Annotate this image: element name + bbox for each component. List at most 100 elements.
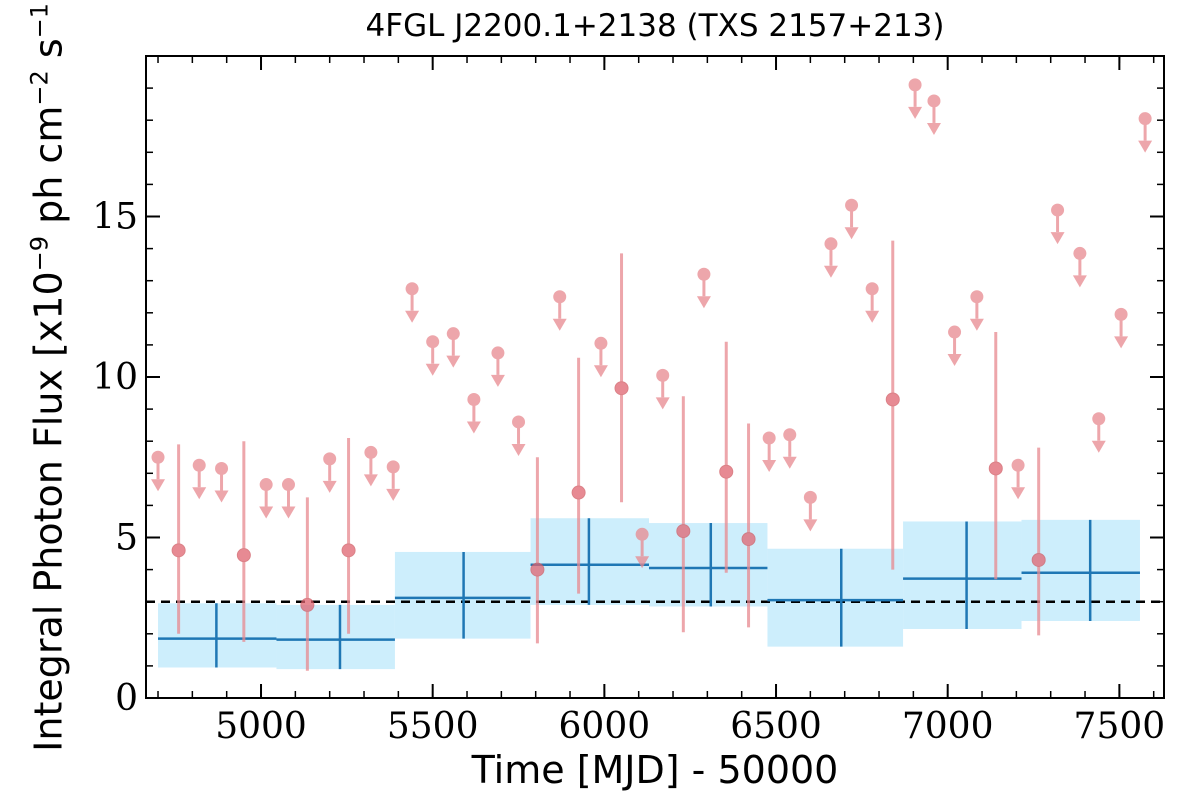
- detection-point-6: [614, 381, 629, 396]
- upper-limit-34: [1138, 112, 1153, 153]
- upper-limit-arrow-33: [1114, 336, 1129, 349]
- upper-limit-arrow-20: [782, 456, 797, 469]
- upper-limit-arrow-11: [466, 421, 481, 434]
- detection-point-0: [171, 543, 186, 558]
- upper-limit-arrow-5: [322, 480, 337, 493]
- upper-limit-26: [926, 94, 941, 135]
- upper-limit-33: [1114, 307, 1129, 349]
- detection-6: [614, 253, 629, 503]
- upper-limit-7: [386, 460, 401, 501]
- upper-limit-arrow-6: [363, 474, 378, 487]
- upper-limit-arrow-12: [490, 374, 505, 387]
- upper-limit-point-11: [467, 392, 481, 406]
- upper-limit-arrow-29: [1011, 487, 1026, 500]
- upper-limit-point-14: [553, 290, 567, 304]
- detection-7: [676, 396, 691, 633]
- upper-limit-point-0: [151, 450, 165, 464]
- upper-limit-arrow-3: [259, 506, 274, 519]
- detection-0: [171, 444, 186, 634]
- detection-point-11: [988, 461, 1003, 476]
- upper-limit-point-30: [1051, 203, 1065, 217]
- upper-limit-arrow-22: [823, 265, 838, 278]
- y-tick-label: 5: [115, 518, 138, 559]
- upper-limit-28: [969, 290, 984, 331]
- upper-limit-point-21: [803, 490, 817, 504]
- upper-limit-8: [405, 282, 420, 323]
- upper-limit-21: [803, 490, 818, 532]
- upper-limit-point-9: [426, 335, 440, 349]
- upper-limit-16: [635, 527, 650, 569]
- y-label-text: Integral Photon Flux [x10: [26, 271, 71, 752]
- x-tick-label: 7500: [1074, 706, 1166, 747]
- upper-limit-arrow-14: [552, 318, 567, 331]
- x-tick-label: 6500: [730, 706, 822, 747]
- detection-12: [1031, 447, 1046, 636]
- y-label-mid: ph cm: [26, 105, 71, 236]
- detection-point-8: [719, 464, 734, 479]
- upper-limit-20: [782, 428, 797, 469]
- bin-band-6: [903, 521, 1022, 629]
- detection-9: [741, 423, 756, 628]
- upper-limit-25: [908, 78, 923, 119]
- upper-limit-point-25: [908, 78, 922, 92]
- upper-limit-point-31: [1073, 246, 1087, 260]
- detection-point-2: [300, 597, 315, 612]
- upper-limit-17: [655, 368, 670, 410]
- detection-10: [885, 240, 900, 570]
- upper-limit-arrow-0: [151, 479, 166, 492]
- upper-limit-arrow-13: [511, 443, 526, 456]
- upper-limit-arrow-34: [1138, 140, 1153, 153]
- upper-limit-0: [151, 450, 166, 492]
- upper-limit-point-23: [845, 198, 859, 212]
- upper-limit-9: [425, 335, 440, 376]
- upper-limit-point-3: [259, 478, 273, 492]
- upper-limit-point-26: [927, 94, 941, 108]
- upper-limit-arrow-1: [192, 487, 207, 500]
- upper-limit-point-27: [948, 325, 962, 339]
- upper-limit-arrow-26: [926, 122, 941, 135]
- upper-limit-point-16: [635, 527, 649, 541]
- upper-limit-point-17: [656, 368, 670, 382]
- upper-limit-point-5: [323, 452, 337, 466]
- axes-layer: 5000 5500 6000 6500 7000 7500 0 5 10 15: [92, 55, 1166, 747]
- upper-limit-2: [214, 461, 229, 503]
- upper-limit-arrow-24: [865, 310, 880, 323]
- upper-limit-arrow-2: [214, 490, 229, 503]
- upper-limit-arrow-28: [969, 318, 984, 331]
- detection-point-1: [236, 548, 251, 563]
- upper-limit-arrow-31: [1072, 275, 1087, 288]
- upper-limit-24: [865, 282, 880, 323]
- upper-limit-4: [281, 478, 296, 519]
- upper-limit-15: [593, 336, 608, 378]
- upper-limit-arrow-15: [593, 365, 608, 378]
- upper-limit-1: [192, 458, 207, 500]
- upper-limit-arrow-18: [696, 296, 711, 309]
- upper-limit-18: [696, 267, 711, 309]
- y-label-end: ]: [26, 0, 70, 3]
- detection-point-12: [1031, 552, 1046, 567]
- upper-limit-point-8: [405, 282, 419, 296]
- detection-point-7: [676, 524, 691, 539]
- upper-limit-23: [844, 198, 859, 240]
- detection-point-9: [741, 532, 756, 547]
- bins-layer: [158, 518, 1140, 670]
- y-label-exp-2: −2: [25, 70, 54, 106]
- upper-limit-point-32: [1092, 412, 1106, 426]
- bin-band-1: [276, 604, 395, 670]
- x-axis-label: Time [MJD] - 50000: [471, 748, 839, 792]
- detection-point-5: [571, 485, 586, 500]
- y-tick-label: 10: [92, 357, 138, 398]
- upper-limit-11: [466, 392, 481, 434]
- upper-limit-arrow-8: [405, 310, 420, 323]
- upper-limit-point-34: [1138, 112, 1152, 126]
- upper-limit-31: [1072, 246, 1087, 288]
- upper-limit-3: [259, 478, 274, 519]
- bin-band-7: [1021, 519, 1140, 621]
- detection-5: [571, 357, 586, 594]
- upper-limit-point-24: [865, 282, 879, 296]
- upper-limit-arrow-32: [1091, 440, 1106, 453]
- upper-limit-point-6: [364, 445, 378, 459]
- upper-limit-arrow-4: [281, 506, 296, 519]
- y-tick-label: 0: [115, 678, 138, 719]
